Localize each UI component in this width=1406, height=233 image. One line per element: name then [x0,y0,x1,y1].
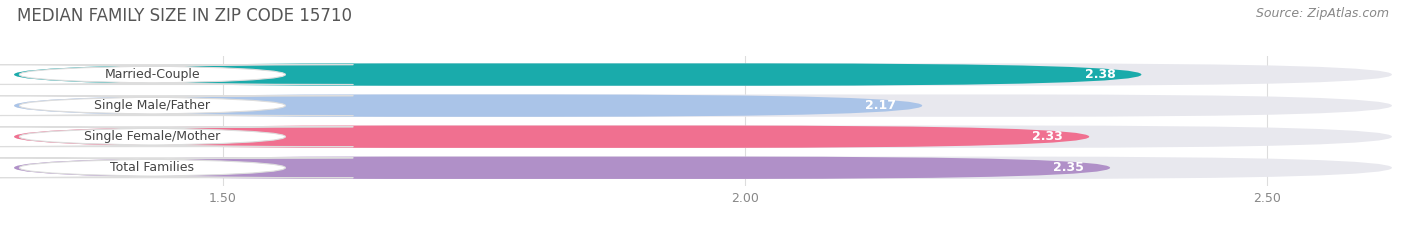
Text: MEDIAN FAMILY SIZE IN ZIP CODE 15710: MEDIAN FAMILY SIZE IN ZIP CODE 15710 [17,7,352,25]
FancyBboxPatch shape [0,96,353,116]
Text: Married-Couple: Married-Couple [104,68,200,81]
Text: Single Male/Father: Single Male/Father [94,99,211,112]
Text: 2.35: 2.35 [1053,161,1084,174]
FancyBboxPatch shape [14,94,1392,117]
FancyBboxPatch shape [0,158,353,178]
Text: 2.33: 2.33 [1032,130,1063,143]
FancyBboxPatch shape [14,126,1392,148]
FancyBboxPatch shape [14,126,1090,148]
FancyBboxPatch shape [0,65,353,85]
FancyBboxPatch shape [14,94,922,117]
FancyBboxPatch shape [14,63,1392,86]
Text: 2.38: 2.38 [1084,68,1115,81]
FancyBboxPatch shape [14,157,1392,179]
FancyBboxPatch shape [14,157,1111,179]
FancyBboxPatch shape [0,127,353,147]
Text: Single Female/Mother: Single Female/Mother [84,130,221,143]
Text: Source: ZipAtlas.com: Source: ZipAtlas.com [1256,7,1389,20]
FancyBboxPatch shape [14,63,1142,86]
Text: 2.17: 2.17 [865,99,896,112]
Text: Total Families: Total Families [110,161,194,174]
